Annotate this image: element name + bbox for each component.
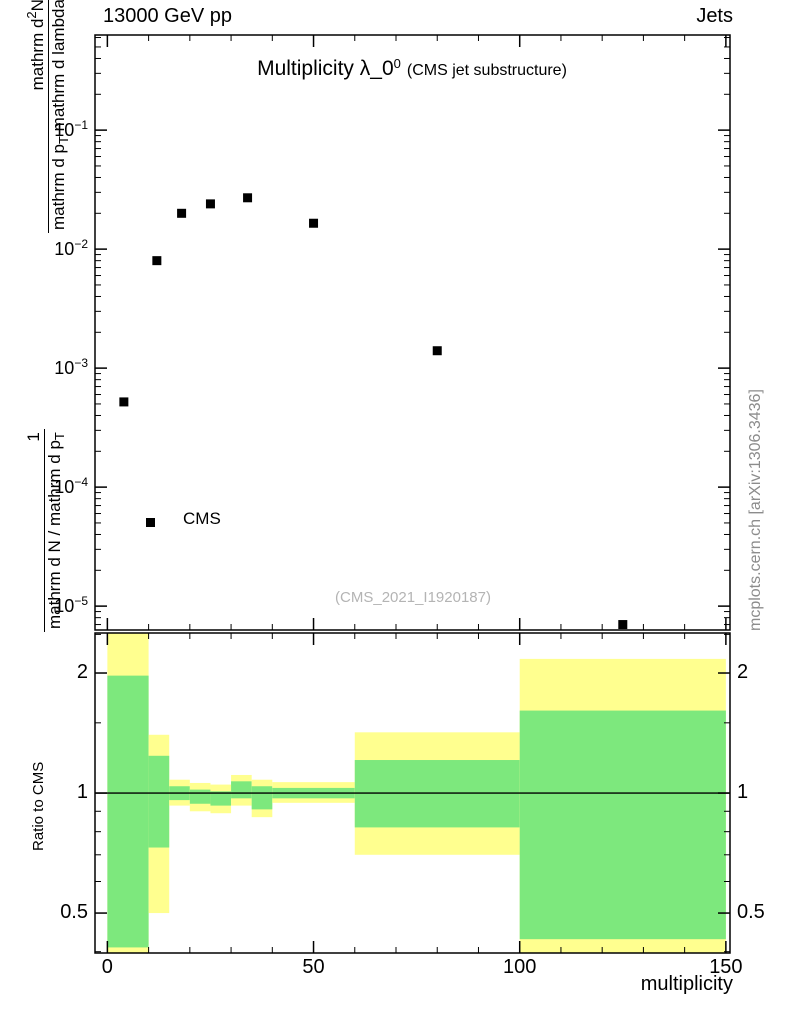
label-text: mathrm d	[28, 18, 47, 91]
data-point-marker	[205, 199, 215, 209]
ratio-tick-label-left: 0.5	[60, 901, 88, 924]
ratio-band-green	[107, 675, 149, 948]
analysis-group-label: Jets	[696, 5, 733, 27]
x-axis-tick-label: 150	[709, 956, 743, 978]
fraction-numerator: mathrm d2N	[24, 0, 50, 233]
y-axis-label-upper-fraction: mathrm d2N mathrm d pT mathrm d lambda	[24, 0, 72, 233]
ratio-tick-label-right: 0.5	[737, 901, 765, 924]
analysis-id-watermark: (CMS_2021_I1920187)	[335, 589, 491, 606]
data-point-marker	[618, 620, 628, 630]
x-axis-label: multiplicity	[640, 973, 733, 995]
y-axis-tick-label: 10−1	[54, 118, 88, 141]
observable-name: Multiplicity λ_0	[257, 57, 394, 80]
ratio-tick-label-right: 1	[737, 781, 749, 804]
observable-superscript: 0	[393, 56, 401, 71]
legend-marker-square	[146, 518, 155, 527]
plot-title: Multiplicity λ_00 (CMS jet substructure)	[257, 56, 567, 81]
data-point-marker	[309, 218, 319, 228]
y-axis-tick-label: 10−5	[54, 594, 88, 617]
ratio-band-green	[354, 760, 520, 828]
fraction: mathrm d2N mathrm d pT mathrm d lambda	[24, 0, 72, 233]
label-subscript: T	[52, 432, 68, 441]
analysis-note: (CMS jet substructure)	[406, 62, 567, 79]
data-points	[119, 193, 628, 630]
data-point-marker	[432, 346, 442, 356]
label-text: mathrm d p	[49, 144, 69, 230]
data-point-marker	[119, 397, 129, 407]
ratio-tick-label-left: 1	[76, 781, 88, 804]
label-text: 1	[24, 432, 43, 442]
ratio-band-green	[231, 781, 252, 799]
ratio-band-green	[189, 789, 211, 804]
ratio-band-green	[251, 786, 273, 810]
legend-series-label: CMS	[183, 509, 221, 528]
fraction-denominator: mathrm d pT mathrm d lambda	[49, 0, 72, 233]
label-text: mathrm d lambda	[49, 0, 69, 137]
mcplots-credit: mcplots.cern.ch [arXiv:1306.3436]	[747, 389, 764, 631]
ratio-band-green	[210, 791, 232, 806]
label-superscript: 2	[24, 11, 39, 19]
ratio-tick-label-left: 2	[76, 661, 88, 684]
y-axis-tick-label: 10−3	[54, 356, 88, 379]
ratio-band-green	[148, 755, 170, 848]
ratio-tick-label-right: 2	[737, 661, 749, 684]
beam-energy-label: 13000 GeV pp	[103, 5, 232, 27]
y-axis-tick-label: 10−2	[54, 237, 88, 260]
data-point-marker	[152, 256, 162, 266]
data-point-marker	[243, 193, 253, 203]
x-axis-tick-label: 50	[302, 956, 325, 978]
ratio-axis-label: Ratio to CMS	[30, 761, 47, 851]
label-text: N	[28, 0, 47, 12]
x-axis-tick-label: 100	[503, 956, 537, 978]
main-plot-frame	[94, 34, 731, 631]
ratio-band-green	[519, 710, 726, 940]
y-axis-tick-label: 10−4	[54, 475, 88, 498]
x-axis-tick-label: 0	[101, 956, 113, 978]
data-point-marker	[177, 208, 187, 218]
